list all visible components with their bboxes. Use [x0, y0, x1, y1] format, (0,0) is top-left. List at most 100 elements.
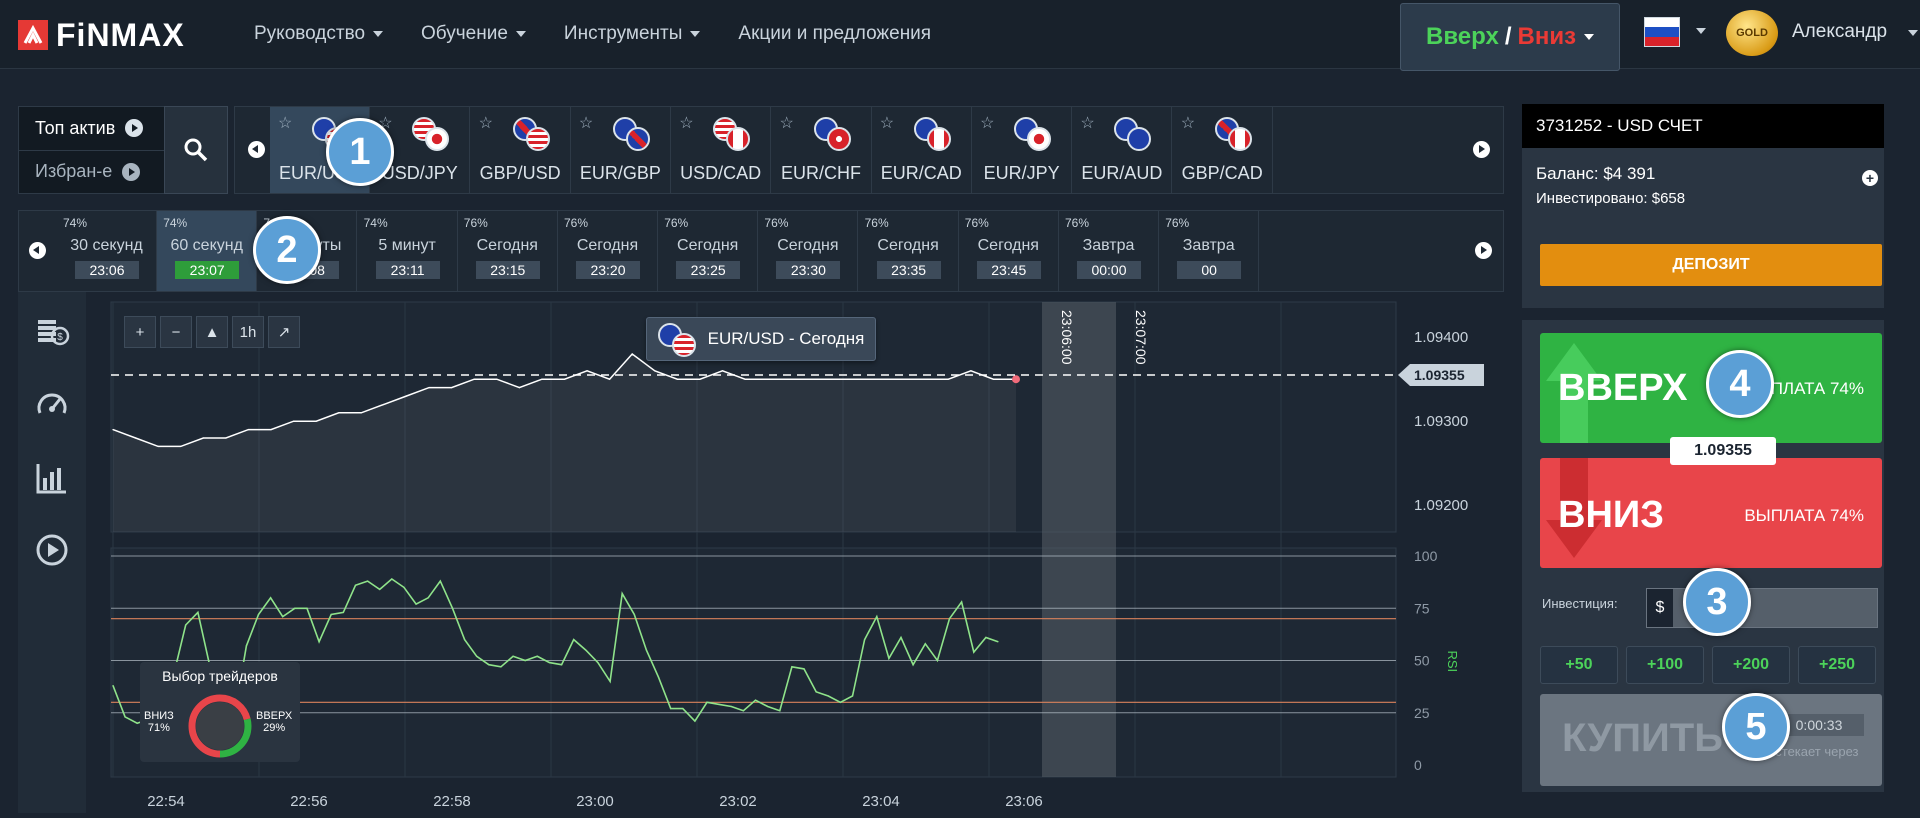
expiry-option[interactable]: 74% 5 минут 23:11 — [358, 211, 458, 291]
zoom-out-button[interactable]: − — [160, 316, 192, 348]
price-chart-area[interactable]: 23:06:00 23:07:00 1.09400 1.09300 1.09200 1.0… — [86, 292, 1502, 813]
asset-tab[interactable]: ☆ EUR/CHF — [772, 107, 872, 193]
star-icon[interactable]: ☆ — [679, 115, 694, 132]
deposit-button[interactable]: ДЕПОЗИТ — [1540, 244, 1882, 286]
chevron-down-icon — [373, 30, 384, 37]
expiry-option[interactable]: 74% 30 секунд 23:06 — [57, 211, 157, 291]
expand-account-button[interactable]: + — [1862, 170, 1878, 186]
rsi-point — [791, 666, 793, 668]
logo[interactable]: FiNMAX — [18, 17, 185, 53]
rsi-tick-label: 100 — [1414, 548, 1438, 564]
indicator-button[interactable]: ↗ — [268, 316, 300, 348]
expiry-payout: 76% — [564, 216, 589, 230]
chevron-down-icon[interactable] — [1696, 28, 1706, 34]
arrow-down-icon — [1546, 458, 1602, 558]
asset-tab[interactable]: ☆ USD/CAD — [671, 107, 772, 193]
put-down-button[interactable]: ВНИЗ ВЫПЛАТА 74% — [1540, 458, 1882, 568]
star-icon[interactable]: ☆ — [1080, 115, 1095, 132]
trade-mode-button[interactable]: Вверх / Вниз — [1400, 3, 1620, 71]
investment-input[interactable]: $ — [1646, 588, 1878, 628]
scroll-left-icon[interactable] — [248, 141, 265, 158]
scroll-left-icon[interactable] — [29, 242, 46, 259]
quick-amount-50-button[interactable]: +50 — [1540, 646, 1618, 684]
play-video-icon[interactable] — [34, 532, 70, 568]
star-icon[interactable]: ☆ — [578, 115, 594, 132]
price-point — [879, 378, 882, 380]
asset-tab[interactable]: ☆ EUR/CAD — [872, 107, 972, 193]
traders-up-label: ВВЕРХ 29% — [256, 710, 292, 734]
nav-tools[interactable]: Инструменты — [564, 23, 701, 45]
expiry-time: 23:45 — [976, 261, 1041, 279]
quick-amount-100-button[interactable]: +100 — [1626, 646, 1704, 684]
price-point — [315, 420, 317, 422]
asset-tab[interactable]: ☆ EUR/JPY — [972, 107, 1073, 193]
speedometer-icon[interactable] — [34, 387, 70, 423]
price-point — [992, 378, 995, 380]
rsi-point — [718, 703, 720, 705]
expiry-option[interactable]: 76% Завтра 00 — [1159, 211, 1260, 291]
price-point — [676, 378, 678, 380]
favorites-label: Избран-е — [35, 161, 113, 181]
asset-name: GBP/CAD — [1181, 163, 1263, 183]
star-icon[interactable]: ☆ — [478, 115, 493, 132]
buy-button[interactable]: КУПИТЬ 0:00:33 истекает через — [1540, 694, 1882, 786]
expiry-time: 23:35 — [876, 261, 941, 279]
asset-name: EUR/AUD — [1081, 163, 1163, 183]
scroll-right-icon[interactable] — [1475, 242, 1492, 259]
star-icon[interactable]: ☆ — [980, 115, 995, 132]
asset-tab[interactable]: ☆ USD/JPY — [370, 107, 471, 193]
rsi-point — [597, 661, 599, 664]
user-name[interactable]: Александр — [1792, 21, 1888, 42]
star-icon[interactable]: ☆ — [278, 115, 293, 132]
quick-amount-200-button[interactable]: +200 — [1712, 646, 1790, 684]
zoom-in-button[interactable]: + — [124, 316, 156, 348]
asset-name: EUR/GBP — [579, 163, 661, 183]
price-point — [405, 395, 408, 397]
star-icon[interactable]: ☆ — [1180, 115, 1196, 132]
rsi-point — [560, 664, 563, 666]
ru-flag-icon[interactable] — [1644, 17, 1680, 47]
up-payout: ВЫПЛАТА 74% — [1744, 379, 1864, 398]
chart-type-button[interactable]: ▲ — [196, 316, 228, 348]
search-button[interactable] — [164, 106, 228, 194]
rsi-point — [548, 661, 551, 664]
top-assets-tab[interactable]: Топ актив — [19, 107, 167, 149]
nav-guide-label: Руководство — [254, 23, 366, 44]
nav-learning[interactable]: Обучение — [421, 23, 526, 45]
favorites-tab[interactable]: Избран-е — [19, 150, 167, 192]
expiry-option[interactable]: 74% 60 секунд 23:07 — [157, 211, 258, 291]
asset-tab[interactable]: ☆ GBP/USD — [471, 107, 571, 193]
expiry-label: Сегодня — [977, 237, 1039, 254]
expiry-label: Сегодня — [576, 237, 639, 254]
account-header[interactable]: 3731252 - USD СЧЕТ — [1522, 104, 1884, 148]
bar-chart-icon[interactable] — [34, 460, 70, 496]
current-price-tag — [1398, 364, 1484, 386]
star-icon[interactable]: ☆ — [879, 115, 895, 132]
star-icon[interactable]: ☆ — [779, 115, 794, 132]
rsi-point — [948, 618, 951, 620]
asset-tab[interactable]: ☆ EUR/AUD — [1072, 107, 1173, 193]
expiry-option[interactable]: 76% Сегодня 23:35 — [859, 211, 959, 291]
chevron-down-icon[interactable] — [1908, 30, 1918, 36]
expiry-option[interactable]: 76% Сегодня 23:25 — [658, 211, 759, 291]
expiry-option[interactable]: 76% Сегодня 23:15 — [458, 211, 558, 291]
expiry-marker-label: 23:07:00 — [1133, 310, 1149, 365]
quick-amount-250-button[interactable]: +250 — [1798, 646, 1876, 684]
nav-guide[interactable]: Руководство — [254, 23, 384, 45]
expiry-option[interactable]: 76% Сегодня 23:45 — [959, 211, 1059, 291]
rsi-point — [439, 580, 441, 582]
expiry-option[interactable]: 76% Завтра 00:00 — [1059, 211, 1159, 291]
scroll-right-icon[interactable] — [1473, 141, 1490, 158]
expiry-option[interactable]: 76% Сегодня 23:20 — [558, 211, 658, 291]
asset-tab[interactable]: ☆ GBP/CAD — [1173, 107, 1273, 193]
traders-choice-widget: Выбор трейдеров ВНИЗ 71% ВВЕРХ 29% — [140, 662, 300, 762]
rsi-plot-frame — [110, 547, 1397, 778]
timeframe-button[interactable]: 1h — [232, 316, 264, 348]
asset-tab[interactable]: ☆ EUR/GBP — [571, 107, 671, 193]
nav-promotions[interactable]: Акции и предложения — [738, 23, 931, 45]
expiry-option[interactable]: 76% Сегодня 23:30 — [758, 211, 859, 291]
rsi-point — [900, 636, 902, 639]
coins-icon[interactable]: $ — [34, 312, 70, 348]
chart-pair-label[interactable]: EUR/USD - Сегодня — [646, 317, 876, 361]
rsi-point — [888, 657, 890, 660]
